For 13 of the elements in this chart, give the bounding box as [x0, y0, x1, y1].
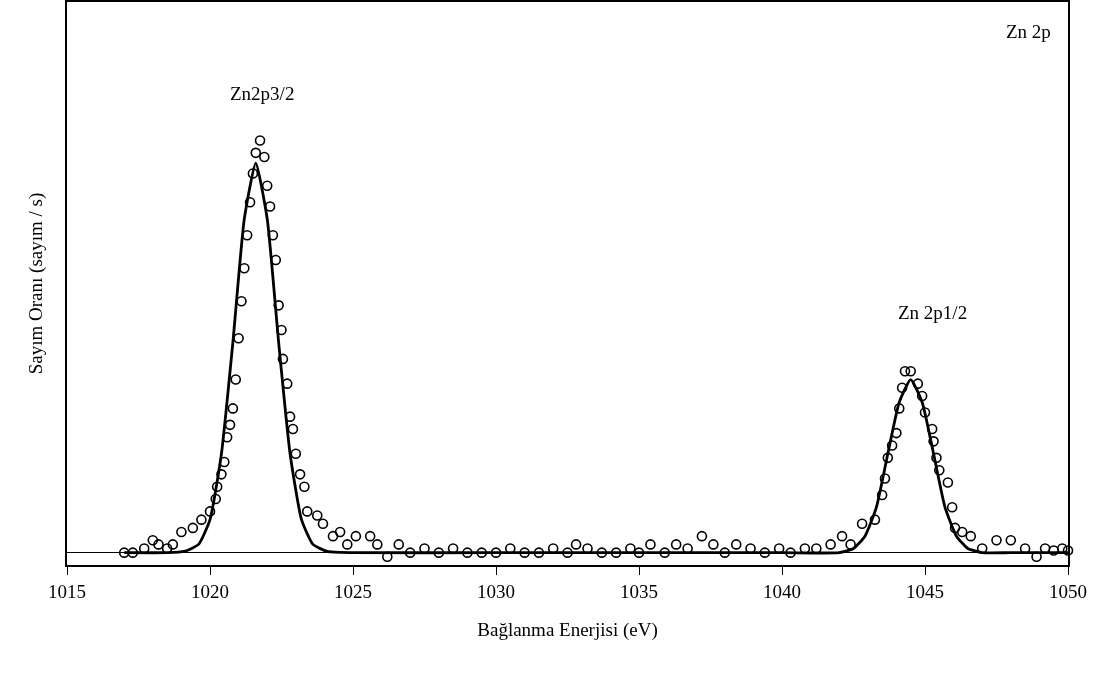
x-tick-label: 1025 [334, 580, 372, 602]
x-tick-label: 1015 [48, 580, 86, 602]
x-tick-label: 1030 [477, 580, 515, 602]
text: Zn 2p [1006, 21, 1051, 42]
x-tick-label: 1045 [906, 580, 944, 602]
x-axis-title: Bağlanma Enerjisi (eV) [477, 618, 658, 641]
x-tick-label: 1020 [191, 580, 229, 602]
annotation: Zn 2p1/2 [898, 302, 968, 323]
text: Zn2p3/2 [230, 83, 295, 104]
x-tick-label: 1050 [1049, 580, 1087, 602]
y-axis-title: Sayım Oranı (sayım / s) [24, 192, 47, 375]
x-tick-label: 1035 [620, 580, 658, 602]
x-tick-label: 1040 [763, 580, 801, 602]
